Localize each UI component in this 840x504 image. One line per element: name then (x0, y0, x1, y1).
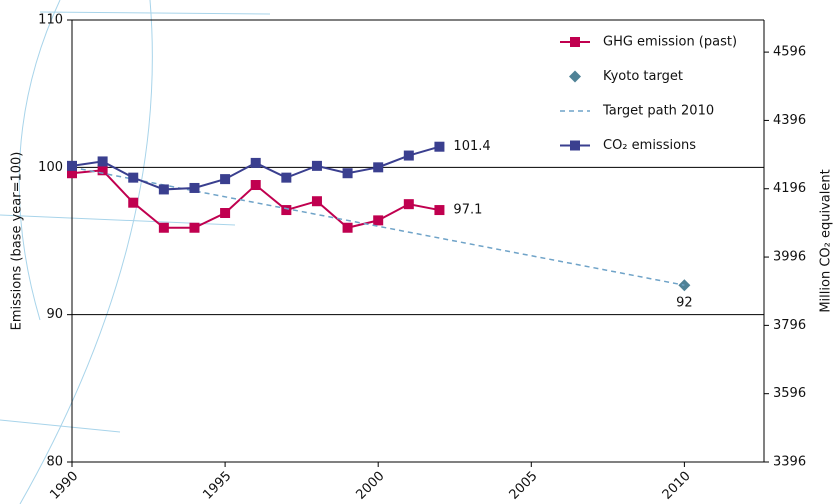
data-point (220, 174, 231, 185)
legend-marker (570, 140, 580, 151)
data-point (189, 182, 200, 193)
data-point (128, 197, 139, 208)
legend-label: Kyoto target (603, 69, 683, 84)
legend-label: CO₂ emissions (603, 138, 696, 153)
data-point (97, 165, 108, 176)
data-point (281, 172, 292, 183)
data-point (67, 160, 77, 171)
y-tick-label: 90 (46, 307, 63, 322)
data-point (250, 157, 261, 168)
data-label: 97.1 (453, 203, 482, 218)
data-point (434, 205, 445, 216)
data-point (373, 162, 384, 173)
y-tick-label: 80 (46, 455, 63, 470)
data-point (97, 156, 108, 167)
data-point (373, 215, 384, 226)
legend-marker (570, 37, 580, 47)
legend-label: GHG emission (past) (603, 35, 737, 50)
series-line (71, 166, 685, 286)
data-label: 101.4 (453, 139, 490, 154)
data-point (342, 168, 353, 179)
data-point (220, 208, 231, 219)
y2-tick-label: 4396 (773, 113, 806, 128)
data-point (67, 168, 77, 179)
data-point (158, 222, 169, 233)
series-line (71, 169, 440, 229)
y2-tick-label: 4196 (773, 181, 806, 196)
x-tick-label: 2010 (660, 469, 694, 503)
background-decoration (0, 0, 271, 504)
data-point (342, 222, 353, 233)
data-point (403, 150, 414, 161)
y2-tick-label: 4596 (773, 45, 806, 60)
data-point (311, 160, 322, 171)
y-axis-title: Emissions (base year=100) (10, 152, 25, 331)
data-point (311, 196, 322, 207)
data-point (189, 222, 200, 233)
y-tick-label: 110 (38, 13, 63, 28)
legend-label: Target path 2010 (602, 104, 714, 119)
data-point (434, 141, 445, 152)
data-label: 92 (676, 296, 693, 311)
data-point (281, 205, 292, 216)
legend-marker (569, 70, 581, 83)
y2-tick-label: 3396 (773, 455, 806, 470)
y2-tick-label: 3996 (773, 250, 806, 265)
y2-axis-title: Million CO₂ equivalent (819, 169, 834, 312)
data-point (250, 180, 261, 191)
x-tick-label: 1995 (200, 469, 234, 503)
y2-tick-label: 3596 (773, 386, 806, 401)
y2-tick-label: 3796 (773, 318, 806, 333)
x-tick-label: 1990 (47, 469, 81, 503)
data-point (128, 172, 139, 183)
x-tick-label: 2005 (507, 469, 541, 503)
data-point (403, 199, 414, 210)
data-point (158, 184, 169, 195)
x-tick-label: 2000 (353, 469, 387, 503)
y-tick-label: 100 (38, 160, 63, 175)
